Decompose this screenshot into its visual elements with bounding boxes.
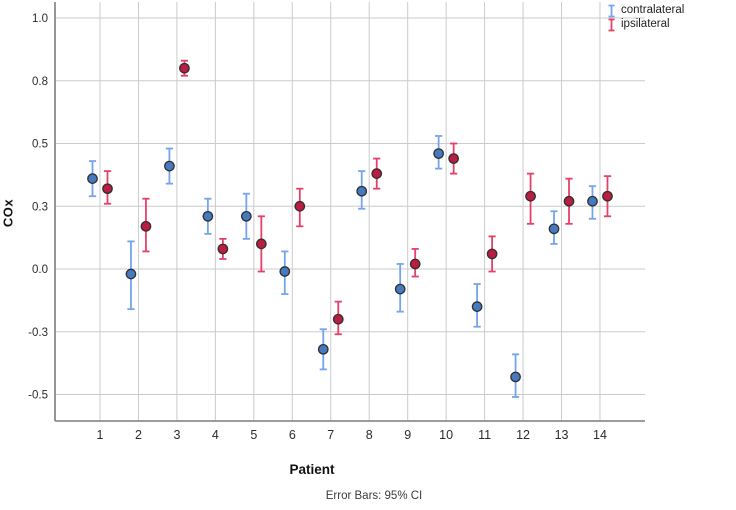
error-bar-caption: Error Bars: 95% CI [325, 490, 423, 502]
legend-label-contralateral: contralateral [621, 4, 685, 16]
marker-contralateral-p11 [471, 301, 483, 312]
marker-ipsilateral-p13 [563, 195, 575, 207]
legend: contralateral ipsilateral [607, 4, 684, 31]
error-bar-glyph-blue [608, 4, 615, 17]
error-bar-glyph-blue-path [608, 4, 615, 17]
x-tick-label-10: 10 [439, 428, 453, 442]
x-tick-label-5: 5 [250, 428, 257, 442]
marker-contralateral-p12 [510, 371, 521, 383]
marker-contralateral-p5 [240, 210, 252, 222]
marker-contralateral-p8 [356, 185, 368, 197]
marker-contralateral-p14 [587, 195, 598, 207]
legend-label-ipsilateral: ipsilateral [621, 18, 670, 30]
marker-ipsilateral-p2 [140, 220, 152, 232]
x-tick-label-8: 8 [366, 428, 373, 442]
marker-contralateral-p6 [279, 266, 291, 277]
marker-ipsilateral-p11 [486, 248, 498, 260]
marker-ipsilateral-p4 [217, 243, 229, 255]
x-tick-label-7: 7 [327, 428, 334, 442]
x-tick-label-11: 11 [478, 428, 491, 442]
marker-ipsilateral-p14 [602, 190, 613, 202]
marker-ipsilateral-p7 [332, 313, 344, 325]
marker-contralateral-p2 [125, 268, 137, 280]
marker-contralateral-p1 [87, 173, 98, 184]
x-tick-label-9: 9 [404, 428, 411, 442]
y-tick-label: 0.8 [32, 76, 48, 88]
y-tick-label: 0.0 [32, 264, 48, 276]
y-tick-label: 0.5 [32, 139, 48, 151]
y-tick-label: 0.3 [32, 201, 48, 213]
x-tick-label-3: 3 [173, 428, 180, 442]
x-tick-label-13: 13 [555, 428, 569, 442]
x-tick-label-12: 12 [516, 428, 530, 442]
x-tick-label-6: 6 [289, 428, 296, 442]
error-bar-glyph-red [608, 18, 615, 31]
marker-contralateral-p9 [394, 283, 406, 295]
x-tick-label-2: 2 [135, 428, 142, 442]
marker-ipsilateral-p9 [409, 258, 421, 270]
x-axis-title: Patient [289, 462, 335, 477]
x-tick-label-1: 1 [97, 428, 104, 442]
marker-ipsilateral-p1 [102, 183, 113, 195]
y-tick-label: 1.0 [32, 13, 48, 25]
marker-contralateral-p7 [317, 343, 329, 355]
marker-ipsilateral-p10 [448, 153, 459, 164]
marker-ipsilateral-p6 [294, 200, 306, 212]
marker-ipsilateral-p12 [525, 190, 536, 202]
marker-contralateral-p10 [433, 148, 444, 159]
y-axis-title: COx [0, 198, 16, 228]
marker-ipsilateral-p8 [371, 168, 383, 179]
x-tick-label-4: 4 [212, 428, 219, 442]
legend-item-ipsilateral: ipsilateral [607, 18, 684, 31]
marker-contralateral-p3 [164, 160, 175, 172]
x-tick-label-14: 14 [593, 428, 607, 442]
marker-contralateral-p4 [202, 210, 214, 222]
y-tick-label: -0.5 [28, 390, 48, 402]
legend-item-contralateral: contralateral [607, 4, 684, 17]
y-tick-label: -0.3 [28, 327, 48, 339]
marker-contralateral-p13 [548, 223, 560, 235]
marker-ipsilateral-p3 [179, 62, 190, 74]
error-bar-glyph-red-path [608, 18, 615, 31]
marker-ipsilateral-p5 [255, 238, 267, 250]
